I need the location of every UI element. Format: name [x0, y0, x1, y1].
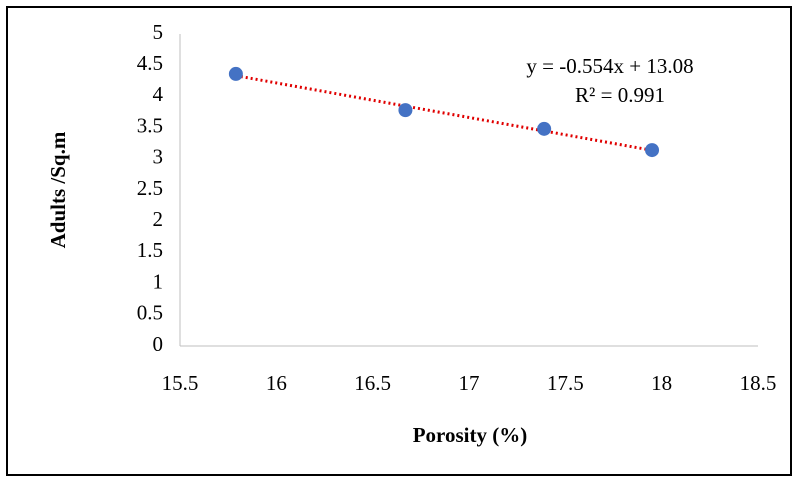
- x-tick-label: 17: [459, 371, 480, 395]
- chart-border: [6, 6, 792, 476]
- scatter-point: [228, 66, 243, 81]
- x-axis-title: Porosity (%): [413, 423, 528, 447]
- x-tick-label: 15.5: [162, 371, 199, 395]
- y-tick-label: 2: [153, 207, 164, 231]
- trendline: [235, 74, 653, 152]
- y-tick-label: 5: [153, 20, 164, 44]
- y-tick-label: 0.5: [137, 301, 163, 325]
- y-axis-title: Adults /Sq.m: [46, 131, 70, 248]
- x-tick-label: 16: [266, 371, 287, 395]
- trendline-r2: R² = 0.991: [575, 83, 665, 107]
- x-tick-label: 16.5: [354, 371, 391, 395]
- y-tick-label: 1: [153, 269, 164, 293]
- y-tick-label: 4: [153, 82, 164, 106]
- x-tick-label: 17.5: [547, 371, 584, 395]
- trendline-equation: y = -0.554x + 13.08: [526, 54, 693, 78]
- y-tick-label: 4.5: [137, 51, 163, 75]
- x-tick-label: 18: [651, 371, 672, 395]
- x-tick-label: 18.5: [740, 371, 777, 395]
- scatter-point: [398, 103, 413, 118]
- scatter-point: [645, 143, 660, 158]
- y-tick-label: 0: [153, 332, 164, 356]
- y-tick-label: 1.5: [137, 238, 163, 262]
- y-tick-label: 2.5: [137, 176, 163, 200]
- y-tick-label: 3.5: [137, 113, 163, 137]
- y-tick-label: 3: [153, 145, 164, 169]
- scatter-point: [537, 121, 552, 136]
